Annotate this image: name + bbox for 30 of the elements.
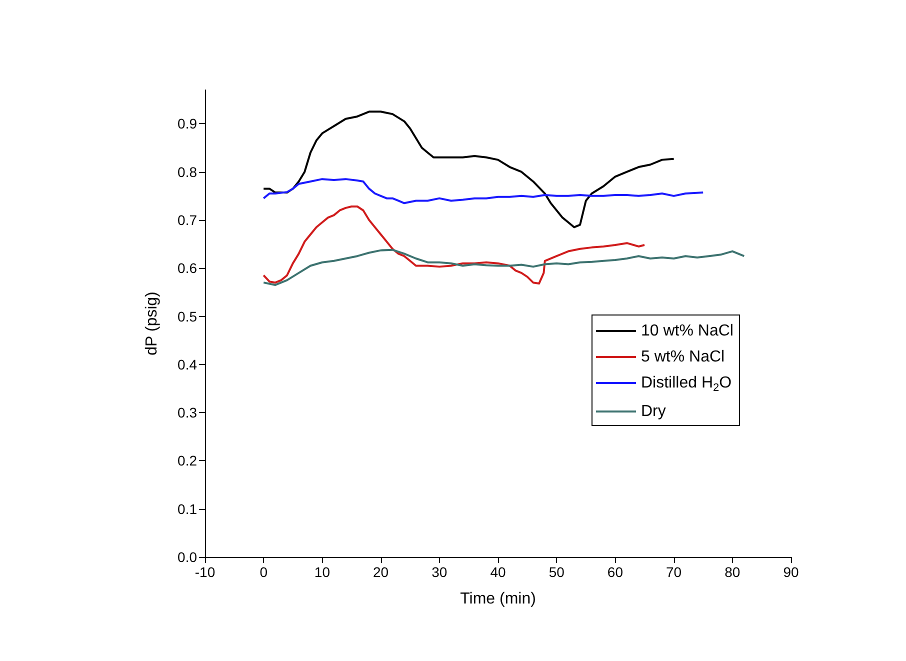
line-series: [262, 248, 746, 286]
y-tick-label: 0.0: [178, 549, 198, 565]
y-tick-label: 0.1: [178, 500, 198, 517]
x-tick-label: 20: [373, 564, 389, 580]
legend-label: 5 wt% NaCl: [641, 348, 725, 366]
x-tick-label: -10: [194, 564, 216, 580]
x-tick-label: 40: [490, 564, 506, 580]
x-tick-label: 70: [666, 564, 682, 580]
y-tick-label: 0.8: [178, 164, 198, 180]
x-tick-label: 0: [260, 564, 268, 580]
y-tick-label: 0.4: [178, 356, 198, 372]
line-series: [262, 206, 646, 285]
y-tick-label: 0.6: [178, 260, 198, 276]
y-tick-label: 0.2: [178, 452, 198, 469]
y-tick-label: 0.9: [178, 116, 198, 132]
y-tick-label: 0.3: [178, 404, 198, 421]
line-series: [262, 110, 675, 228]
x-axis-title: Time (min): [460, 590, 536, 608]
x-tick-label: 60: [607, 564, 624, 580]
x-tick-label: 30: [432, 564, 448, 580]
line-series: [262, 178, 704, 204]
y-axis-title: dP (psig): [144, 292, 160, 356]
x-tick-label: 80: [724, 564, 740, 580]
x-tick-label: 90: [783, 564, 799, 580]
legend-label: Dry: [641, 403, 666, 420]
x-tick-label: 10: [314, 564, 330, 580]
y-tick-label: 0.5: [178, 308, 198, 324]
x-tick-label: 50: [548, 564, 565, 580]
y-tick-label: 0.7: [178, 212, 198, 228]
legend-label: 10 wt% NaCl: [641, 322, 734, 340]
